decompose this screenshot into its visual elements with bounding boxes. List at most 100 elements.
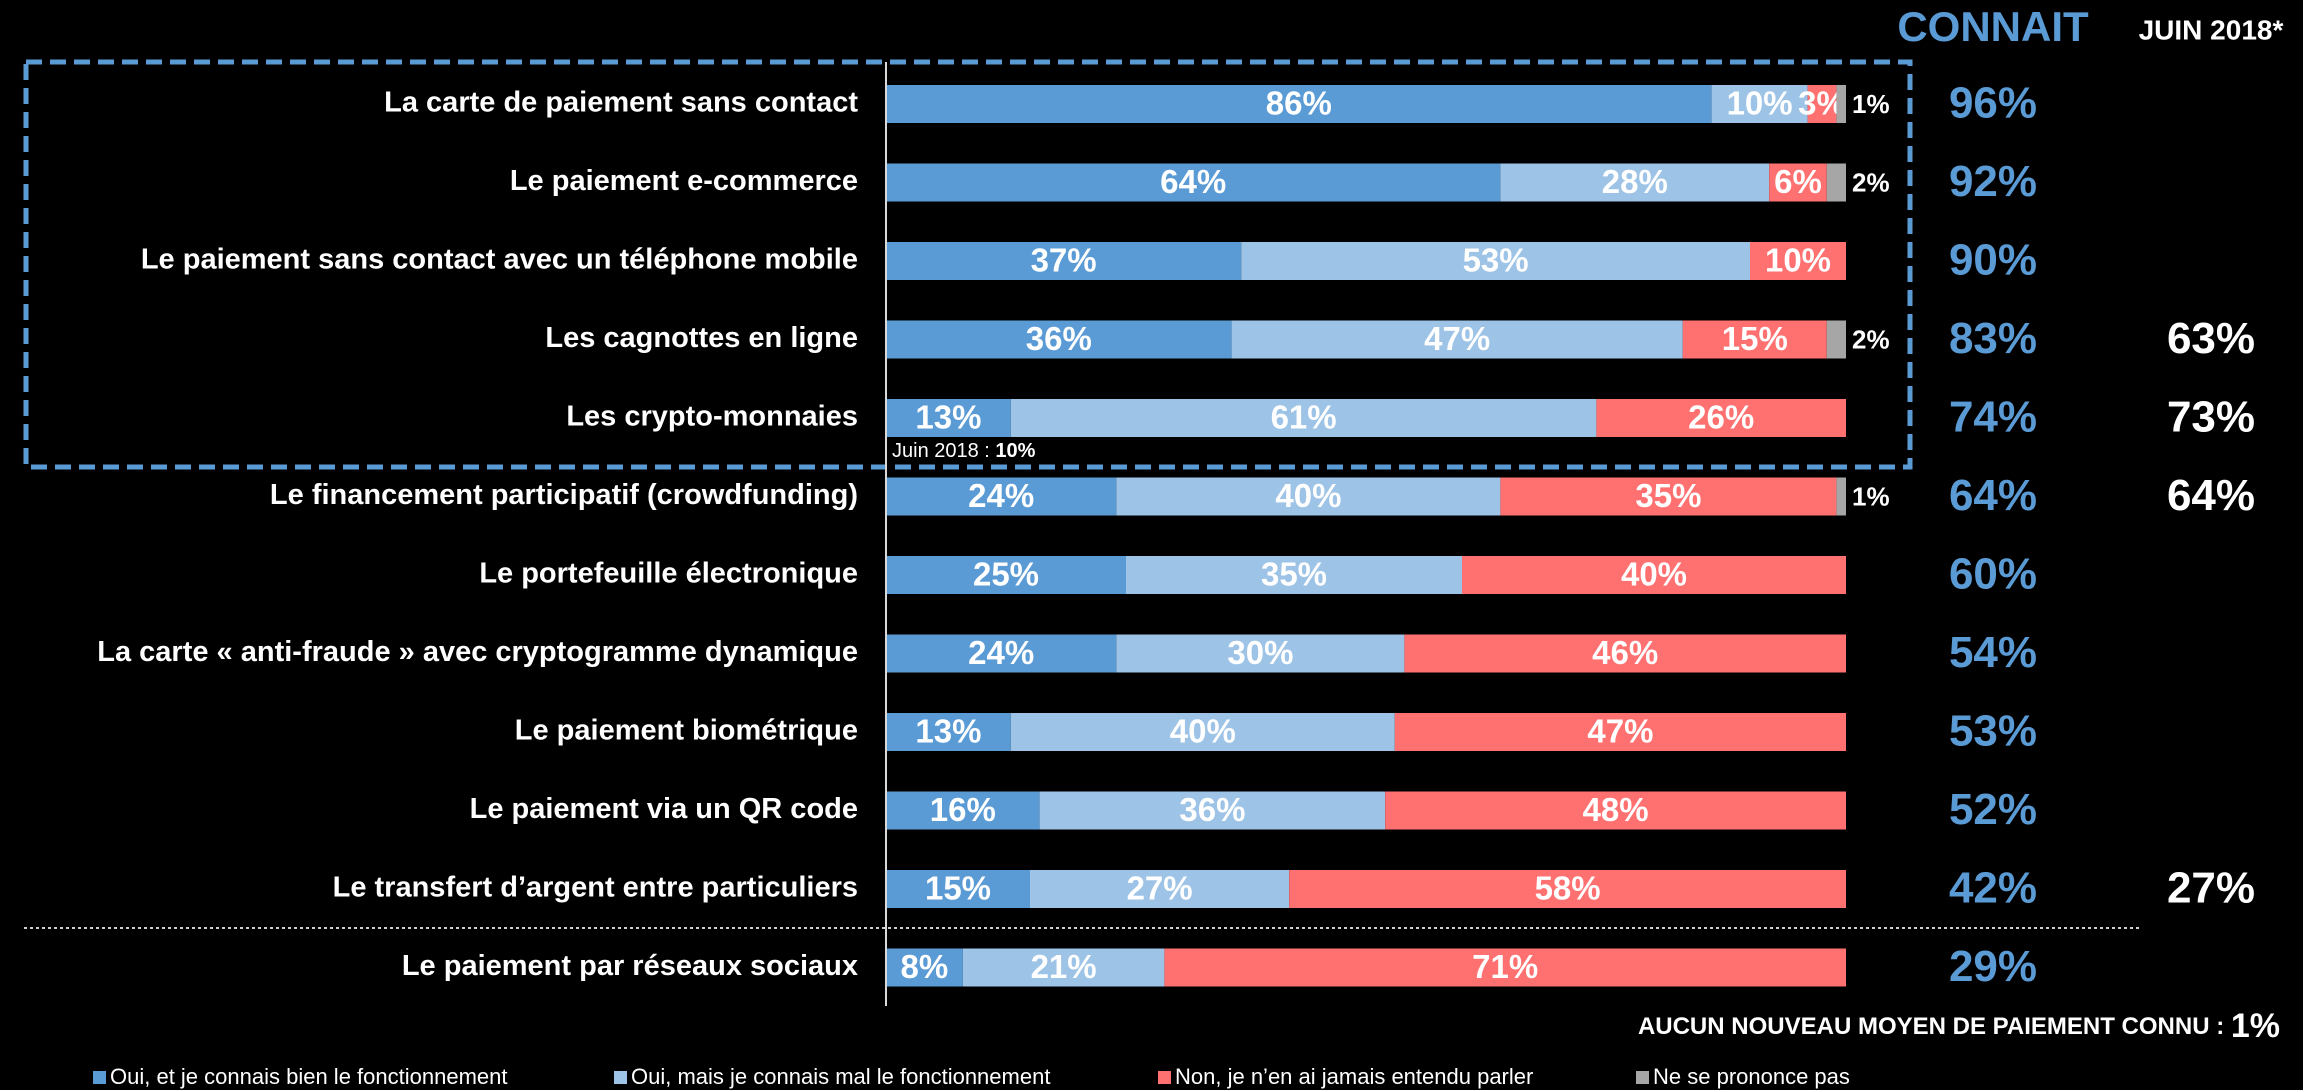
- footer-text: AUCUN NOUVEAU MOYEN DE PAIEMENT CONNU :: [1638, 1013, 2231, 1040]
- bar-segment: [1682, 320, 1827, 359]
- legend-swatch: [1158, 1071, 1171, 1084]
- value-label: 8%: [901, 948, 949, 985]
- legend-label: Oui, et je connais bien le fonctionnemen…: [110, 1064, 507, 1089]
- category-label: Le paiement sans contact avec un télépho…: [141, 244, 858, 276]
- value-label: 40%: [1170, 713, 1236, 750]
- bar-segment: [1039, 791, 1386, 830]
- bar-segment: [1500, 163, 1770, 202]
- value-label: 53%: [1463, 242, 1529, 279]
- value-label: 58%: [1535, 870, 1601, 907]
- bar-segment: [886, 713, 1011, 751]
- bar-segment: [886, 556, 1126, 594]
- bar-segment: [1231, 320, 1683, 359]
- bar-segment: [1126, 556, 1462, 594]
- value-label: 2%: [1852, 324, 1890, 354]
- value-label: 47%: [1587, 713, 1653, 750]
- legend-label: Oui, mais je connais mal le fonctionneme…: [631, 1064, 1050, 1089]
- value-label: 16%: [930, 791, 996, 828]
- connait-value: 64%: [1949, 471, 2037, 520]
- value-label: 48%: [1583, 791, 1649, 828]
- connait-value: 96%: [1949, 79, 2037, 128]
- bar-segment: [1385, 791, 1846, 830]
- connait-value: 29%: [1949, 942, 2037, 991]
- bar-segment: [886, 477, 1117, 516]
- footer-value: 1%: [2231, 1007, 2280, 1045]
- bar-segment: [1289, 870, 1846, 908]
- category-label: Le transfert d’argent entre particuliers: [333, 872, 858, 904]
- connait-value: 53%: [1949, 707, 2037, 756]
- bar-segment: [1769, 163, 1827, 202]
- value-label: 61%: [1271, 399, 1337, 436]
- bar-segment: [886, 791, 1040, 830]
- juin-value: 73%: [2167, 393, 2255, 442]
- category-label: Le financement participatif (crowdfundin…: [270, 479, 858, 511]
- bar-segment: [1836, 477, 1846, 516]
- value-label: 10%: [1727, 85, 1793, 122]
- category-label: Les crypto-monnaies: [566, 401, 858, 433]
- bar-segment: [886, 85, 1712, 123]
- value-label: 24%: [968, 477, 1034, 514]
- footer: AUCUN NOUVEAU MOYEN DE PAIEMENT CONNU : …: [1638, 1007, 2280, 1045]
- value-label: 36%: [1179, 791, 1245, 828]
- category-label: Le paiement via un QR code: [470, 793, 858, 825]
- value-label: 27%: [1127, 870, 1193, 907]
- connait-value: 92%: [1949, 157, 2037, 206]
- bar-segment: [1116, 634, 1405, 673]
- bar-segment: [1010, 399, 1597, 437]
- annotation: Juin 2018 : 10%: [892, 440, 1036, 462]
- bar-segment: [1750, 242, 1846, 280]
- value-label: 13%: [915, 713, 981, 750]
- bar-segment: [1030, 870, 1290, 908]
- bar-segment: [1807, 85, 1837, 123]
- annotation-prefix: Juin 2018 :: [892, 440, 995, 462]
- bar-segment: [1010, 713, 1395, 751]
- juin-header: JUIN 2018*: [2139, 14, 2284, 45]
- value-label: 25%: [973, 556, 1039, 593]
- legend-swatch: [614, 1071, 627, 1084]
- value-label: 35%: [1635, 477, 1701, 514]
- bar-segment: [886, 320, 1232, 359]
- connait-value: 52%: [1949, 785, 2037, 834]
- connait-value: 74%: [1949, 393, 2037, 442]
- value-label: 24%: [968, 634, 1034, 671]
- category-label: Le portefeuille électronique: [479, 558, 858, 590]
- bar-segment: [1826, 163, 1846, 202]
- value-label: 71%: [1472, 948, 1538, 985]
- bar-segment: [1462, 556, 1846, 594]
- category-label: La carte « anti-fraude » avec cryptogram…: [97, 636, 858, 668]
- bar-segment: [886, 163, 1501, 202]
- bar-segment: [962, 948, 1165, 987]
- value-label: 26%: [1688, 399, 1754, 436]
- bar-segment: [886, 242, 1242, 280]
- category-label: Les cagnottes en ligne: [545, 322, 858, 354]
- value-label: 40%: [1621, 556, 1687, 593]
- connait-value: 60%: [1949, 550, 2037, 599]
- bar-segment: [886, 870, 1030, 908]
- connait-header: CONNAIT: [1897, 3, 2089, 50]
- category-label: Le paiement par réseaux sociaux: [402, 950, 858, 982]
- bar-segment: [1394, 713, 1846, 751]
- value-label: 36%: [1026, 320, 1092, 357]
- bar-segment: [1404, 634, 1846, 673]
- legend-label: Non, je n’en ai jamais entendu parler: [1175, 1064, 1533, 1089]
- juin-value: 27%: [2167, 864, 2255, 913]
- value-label: 64%: [1160, 163, 1226, 200]
- value-label: 1%: [1852, 89, 1890, 119]
- bar-segment: [1164, 948, 1846, 987]
- legend-swatch: [1636, 1071, 1649, 1084]
- value-label: 15%: [925, 870, 991, 907]
- bar-segment: [1826, 320, 1846, 359]
- legend-swatch: [93, 1071, 106, 1084]
- bar-segment: [886, 634, 1117, 673]
- bar-segment: [1500, 477, 1837, 516]
- bar-segment: [1711, 85, 1808, 123]
- legend-label: Ne se prononce pas: [1653, 1064, 1850, 1089]
- value-label: 2%: [1852, 167, 1890, 197]
- category-label: Le paiement e-commerce: [510, 165, 858, 197]
- value-label: 46%: [1592, 634, 1658, 671]
- value-label: 28%: [1602, 163, 1668, 200]
- value-label: 40%: [1275, 477, 1341, 514]
- bar-segment: [1116, 477, 1501, 516]
